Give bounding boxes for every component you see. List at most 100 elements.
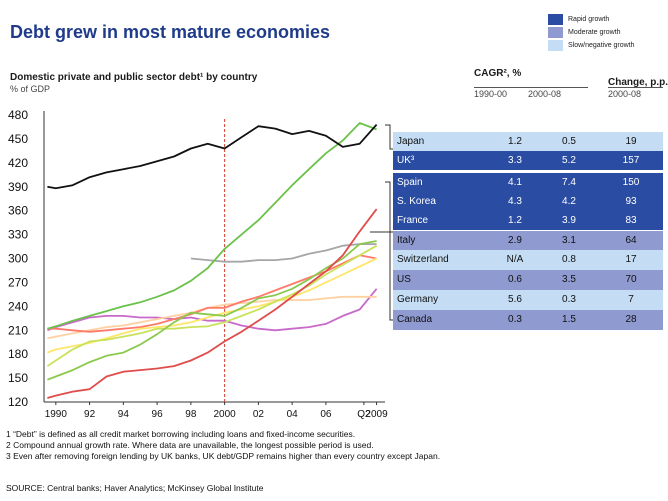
- change-cell: 17: [625, 254, 637, 265]
- cagr-2000-08-cell: 5.2: [562, 155, 576, 166]
- cagr-2000-08-cell: 0.5: [562, 136, 576, 147]
- country-cell: US: [397, 274, 411, 285]
- change-cell: 157: [622, 155, 640, 166]
- cagr-2000-08-cell: 3.5: [562, 274, 576, 285]
- footnote-3: 3 Even after removing foreign lending by…: [6, 451, 441, 461]
- table-row: Canada 0.3 1.5 28: [393, 310, 663, 331]
- table-row: Switzerland N/A 0.8 17: [393, 250, 663, 271]
- cagr-1990-00-cell: 3.3: [508, 155, 522, 166]
- cagr-1990-00-cell: 1.2: [508, 215, 522, 226]
- cagr-header-rule: [474, 87, 588, 88]
- table-row: UK³ 3.3 5.2 157: [393, 151, 663, 171]
- country-cell: S. Korea: [397, 196, 436, 207]
- y-tick-label: 390: [8, 180, 28, 194]
- country-cell: Germany: [397, 294, 439, 305]
- y-tick-label: 240: [8, 299, 28, 313]
- country-cell: UK³: [397, 155, 415, 166]
- y-tick-label: 270: [8, 275, 28, 289]
- cagr-1990-00-cell: 0.3: [508, 314, 522, 325]
- x-tick-label: Q2: [357, 409, 371, 420]
- bracket-japan-uk: [385, 124, 393, 150]
- chart-subtitle: Domestic private and public sector debt¹…: [10, 72, 258, 83]
- y-tick-label: 450: [8, 132, 28, 146]
- change-cell: 28: [625, 314, 637, 325]
- chart-title: Debt grew in most mature economies: [10, 22, 331, 42]
- legend-swatch: [548, 40, 563, 51]
- cagr-1990-00-cell: 0.6: [508, 274, 522, 285]
- change-cell: 70: [625, 274, 637, 285]
- legend-label: Slow/negative growth: [568, 42, 635, 49]
- series-line-switzerland: [190, 243, 377, 263]
- cagr-2000-08-cell: 3.9: [562, 215, 576, 226]
- cagr-1990-00-cell: 5.6: [508, 294, 522, 305]
- debt-line-chart: 120 150 180 210 240 270 300 330 360 390 420 450 480 1…: [8, 108, 393, 420]
- change-cell: 19: [625, 136, 637, 147]
- x-tick-label: 04: [287, 409, 299, 420]
- x-tick-label: 06: [320, 409, 332, 420]
- source-note: SOURCE: Central banks; Haver Analytics; …: [6, 483, 264, 493]
- y-tick-label: 420: [8, 156, 28, 170]
- legend-label: Rapid growth: [568, 16, 610, 23]
- y-tick-label: 120: [8, 395, 28, 409]
- legend-label: Moderate growth: [568, 29, 621, 36]
- series-line-s-korea: [47, 240, 377, 381]
- x-tick-label: 2000: [214, 409, 237, 420]
- y-tick-label: 360: [8, 204, 28, 218]
- cagr-header: CAGR², %: [474, 68, 522, 79]
- cagr-2000-08-cell: 3.1: [562, 235, 576, 246]
- table-row: S. Korea 4.3 4.2 93: [393, 192, 663, 212]
- change-cell: 93: [625, 196, 637, 207]
- table-row: Spain 4.1 7.4 150: [393, 173, 663, 193]
- change-cell: 150: [622, 177, 640, 188]
- col-header-1990-00: 1990-00: [474, 89, 508, 99]
- country-cell: France: [397, 215, 429, 226]
- cagr-2000-08-cell: 1.5: [562, 314, 576, 325]
- legend-swatch: [548, 27, 563, 38]
- country-cell: Canada: [397, 314, 433, 325]
- y-tick-label: 480: [8, 108, 28, 122]
- cagr-1990-00-cell: 2.9: [508, 235, 522, 246]
- country-cell: Italy: [397, 235, 416, 246]
- y-tick-label: 300: [8, 252, 28, 266]
- col-header-change: 2000-08: [608, 89, 642, 99]
- footnote-2: 2 Compound annual growth rate. Where dat…: [6, 440, 374, 450]
- cagr-2000-08-cell: 4.2: [562, 196, 576, 207]
- series-line-uk: [47, 122, 377, 330]
- change-header: Change, p.p.: [608, 77, 668, 88]
- footnotes: 1 “Debt” is defined as all credit market…: [6, 429, 440, 462]
- series-line-canada: [47, 288, 378, 332]
- cagr-1990-00-cell: 1.2: [508, 136, 522, 147]
- y-tick-label: 210: [8, 323, 28, 337]
- table-row: France 1.2 3.9 83: [393, 211, 663, 231]
- series-line-italy: [47, 257, 377, 354]
- x-tick-label: 96: [152, 409, 164, 420]
- col-header-2000-08: 2000-08: [528, 89, 562, 99]
- series-line-us: [47, 254, 377, 333]
- x-tick-label: 02: [253, 409, 265, 420]
- cagr-2000-08-cell: 0.8: [562, 254, 576, 265]
- legend-swatch: [548, 14, 563, 25]
- series-line-spain: [47, 208, 378, 399]
- change-cell: 7: [628, 294, 634, 305]
- footnote-1: 1 “Debt” is defined as all credit market…: [6, 429, 356, 439]
- change-cell: 64: [625, 235, 637, 246]
- table-row: Italy 2.9 3.1 64: [393, 231, 663, 252]
- country-cell: Japan: [397, 136, 425, 147]
- y-tick-label: 150: [8, 371, 28, 385]
- table-row: Germany 5.6 0.3 7: [393, 290, 663, 311]
- unit-label: % of GDP: [10, 84, 51, 94]
- y-tick-label: 330: [8, 228, 28, 242]
- x-tick-label: 1990: [45, 409, 68, 420]
- series-line-france: [46, 244, 378, 367]
- cagr-2000-08-cell: 0.3: [562, 294, 576, 305]
- table-row: Japan 1.2 0.5 19: [393, 132, 663, 152]
- change-cell: 83: [625, 215, 637, 226]
- table-row: US 0.6 3.5 70: [393, 270, 663, 291]
- y-tick-label: 180: [8, 347, 28, 361]
- country-cell: Switzerland: [397, 254, 449, 265]
- x-tick-label: 94: [118, 409, 130, 420]
- cagr-2000-08-cell: 7.4: [562, 177, 576, 188]
- series-line-japan: [47, 124, 378, 190]
- x-tick-label: 2009: [365, 409, 388, 420]
- cagr-1990-00-cell: 4.3: [508, 196, 522, 207]
